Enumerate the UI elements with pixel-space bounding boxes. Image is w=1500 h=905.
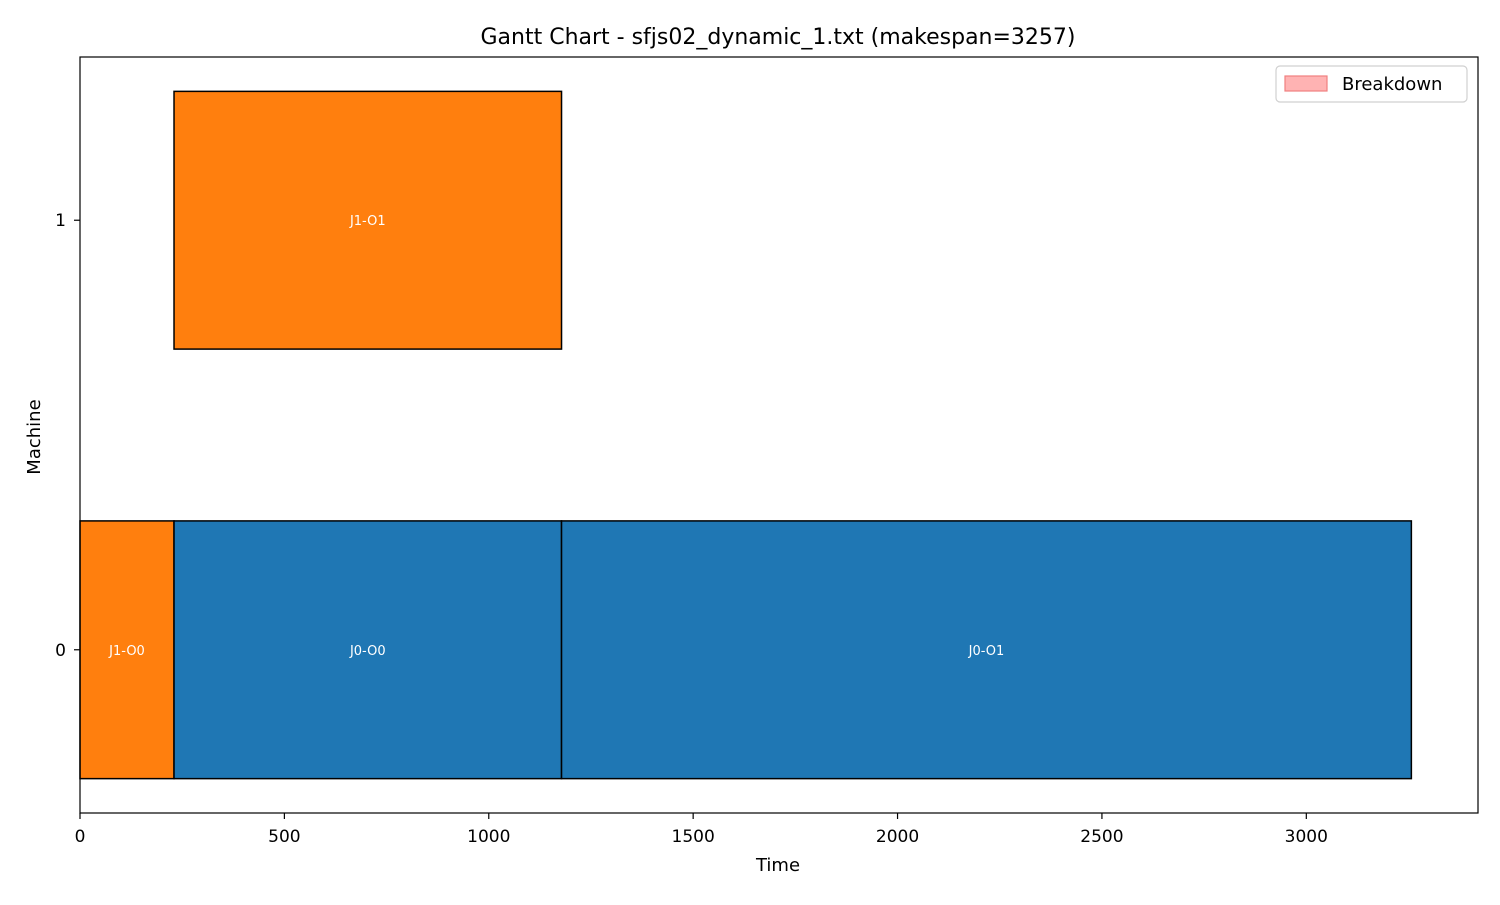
- x-tick-label: 2500: [1080, 827, 1123, 847]
- axes-layer: 0 500 1000 1500 2000 2500 3000 0 1: [55, 56, 1479, 847]
- y-axis-label: Machine: [24, 399, 45, 474]
- x-tick-label: 1000: [467, 827, 510, 847]
- legend-box: [1275, 65, 1468, 103]
- y-tick-label: 0: [55, 641, 66, 661]
- x-tick-label: 0: [75, 827, 86, 847]
- task-bar: [173, 90, 563, 350]
- chart-title: Gantt Chart - sfjs02_dynamic_1.txt (make…: [480, 25, 1075, 50]
- legend-swatch: [1284, 75, 1328, 92]
- x-tick-label: 1500: [672, 827, 715, 847]
- task-label: J1-O1: [349, 214, 386, 229]
- x-tick-label: 3000: [1285, 827, 1328, 847]
- task-bar: [560, 520, 1413, 780]
- task-bar: [173, 520, 563, 780]
- x-tick-label: 2000: [876, 827, 919, 847]
- legend-label: Breakdown: [1342, 74, 1442, 95]
- task-label: J1-O0: [108, 644, 145, 659]
- y-tick-label: 1: [55, 211, 66, 231]
- x-axis-label: Time: [755, 855, 800, 876]
- task-label: J0-O0: [349, 644, 386, 659]
- task-label: J0-O1: [968, 644, 1005, 659]
- task-bar: [79, 520, 175, 780]
- x-tick-label: 500: [268, 827, 300, 847]
- legend: Breakdown: [1275, 65, 1468, 103]
- bars-layer: J1-O0 J0-O0 J0-O1 J1-O1: [79, 90, 1413, 780]
- plot-frame: [79, 56, 1479, 814]
